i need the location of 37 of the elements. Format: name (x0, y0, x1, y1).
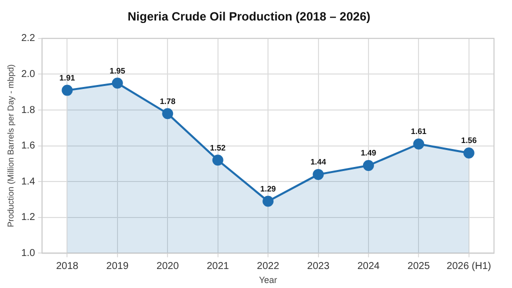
data-label: 1.52 (210, 143, 226, 152)
point (312, 168, 324, 180)
data-label: 1.78 (160, 96, 176, 106)
data-label: 1.91 (59, 74, 76, 83)
y-axis-title: Production (Million Barrels per Day - mbpd) (5, 64, 16, 228)
x-tick-label: 2020 (156, 260, 180, 272)
y-tick-label: 1.6 (21, 140, 36, 152)
data-label: 1.49 (360, 148, 377, 158)
x-axis-title: Year (258, 275, 278, 286)
data-label: 1.56 (461, 136, 478, 146)
point (463, 147, 474, 158)
x-tick-label: 2025 (408, 260, 430, 272)
data-label: 1.61 (410, 127, 428, 136)
point (362, 160, 374, 171)
y-tick-label: 1.4 (21, 176, 36, 188)
x-tick-label: 2026 (H1) (446, 260, 492, 272)
y-tick-label: 1.0 (21, 248, 36, 259)
point (112, 78, 123, 89)
x-tick-label: 2018 (56, 260, 79, 272)
x-tick-label: 2023 (307, 260, 330, 272)
point (162, 108, 174, 120)
point (413, 138, 424, 150)
data-label: 1.44 (310, 158, 327, 167)
y-tick-label: 1.2 (21, 212, 36, 224)
x-tick-label: 2021 (206, 260, 230, 272)
point (212, 154, 224, 166)
point (262, 196, 274, 207)
chart-title: Nigeria Crude Oil Production (2018 – 2026) (128, 10, 370, 24)
data-label: 1.29 (260, 184, 276, 194)
y-tick-label: 2.0 (21, 68, 36, 80)
x-tick-label: 2022 (256, 260, 280, 272)
x-tick-label: 2019 (106, 260, 129, 272)
y-tick-label: 1.8 (21, 104, 36, 116)
data-label: 1.95 (110, 66, 126, 76)
y-tick-label: 2.2 (21, 33, 36, 44)
point (62, 84, 73, 96)
x-tick-label: 2024 (357, 260, 380, 272)
